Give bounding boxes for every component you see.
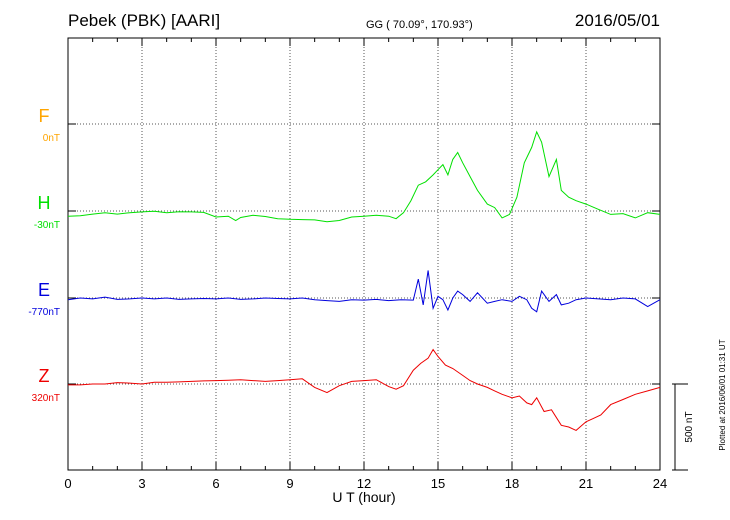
grid (68, 38, 660, 470)
x-tick-label: 6 (212, 476, 219, 491)
date-label: 2016/05/01 (575, 11, 660, 30)
x-tick-label: 21 (579, 476, 593, 491)
series-line-E (67, 270, 661, 313)
x-tick-label: 18 (505, 476, 519, 491)
x-tick-label: 3 (138, 476, 145, 491)
x-tick-label: 9 (286, 476, 293, 491)
series-offset-H: -30nT (34, 220, 60, 231)
series-name-Z: Z (39, 366, 50, 386)
x-axis-label: U T (hour) (332, 489, 395, 505)
scale-bar-label: 500 nT (684, 411, 695, 442)
x-axis: 0 3 6 9 12 15 18 21 24 (64, 38, 667, 491)
x-tick-label: 24 (653, 476, 667, 491)
series-offset-F: 0nT (43, 133, 60, 144)
series-line-Z (68, 348, 661, 431)
x-tick-label: 0 (64, 476, 71, 491)
plotted-note: Plotted at 2016/06/01 01:31 UT (718, 339, 727, 450)
series-offset-Z: 320nT (32, 393, 60, 404)
scale-bar: 500 nT (672, 383, 695, 471)
series-name-E: E (38, 280, 50, 300)
series-labels: F 0nT H -30nT E -770nT Z 320nT (28, 106, 60, 404)
x-tick-label: 12 (357, 476, 371, 491)
series-name-H: H (38, 193, 51, 213)
series-line-H (67, 130, 661, 223)
station-title: Pebek (PBK) [AARI] (68, 11, 220, 30)
series-offset-E: -770nT (28, 307, 60, 318)
series-name-F: F (39, 106, 50, 126)
x-tick-label: 15 (431, 476, 445, 491)
coords-label: GG ( 70.09°, 170.93°) (366, 19, 473, 31)
series-lines (67, 130, 661, 431)
